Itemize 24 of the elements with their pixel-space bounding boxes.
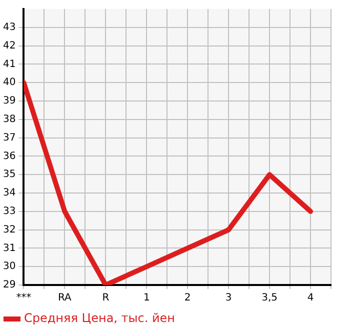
- y-tick-label: 38: [2, 114, 16, 125]
- y-tick-label: 42: [2, 40, 16, 52]
- x-tick-label: R: [102, 292, 110, 304]
- y-tick-label: 43: [2, 22, 16, 33]
- x-tick-label: RA: [58, 292, 72, 304]
- y-tick-label: 34: [2, 188, 16, 199]
- y-tick-label: 36: [2, 150, 16, 162]
- y-tick-label: 29: [2, 280, 16, 291]
- x-tick-label: 3: [225, 292, 232, 304]
- y-tick-label: 41: [2, 58, 16, 70]
- x-tick-label: ***: [16, 292, 32, 304]
- legend-label: Средняя Цена, тыс. йен: [24, 311, 176, 326]
- y-tick-label: 39: [2, 96, 16, 107]
- y-tick-label: 31: [2, 242, 16, 254]
- x-tick-label: 3,5: [262, 292, 278, 304]
- x-tick-label: 1: [143, 292, 150, 304]
- y-tick-label: 32: [2, 224, 16, 236]
- y-tick-label: 30: [2, 261, 16, 272]
- y-tick-label: 40: [2, 77, 16, 88]
- y-tick-label: 37: [2, 132, 16, 144]
- y-tick-label: 33: [2, 206, 16, 217]
- x-tick-label: 4: [307, 292, 314, 304]
- y-tick-label: 35: [2, 169, 16, 180]
- x-tick-label: 2: [184, 292, 191, 304]
